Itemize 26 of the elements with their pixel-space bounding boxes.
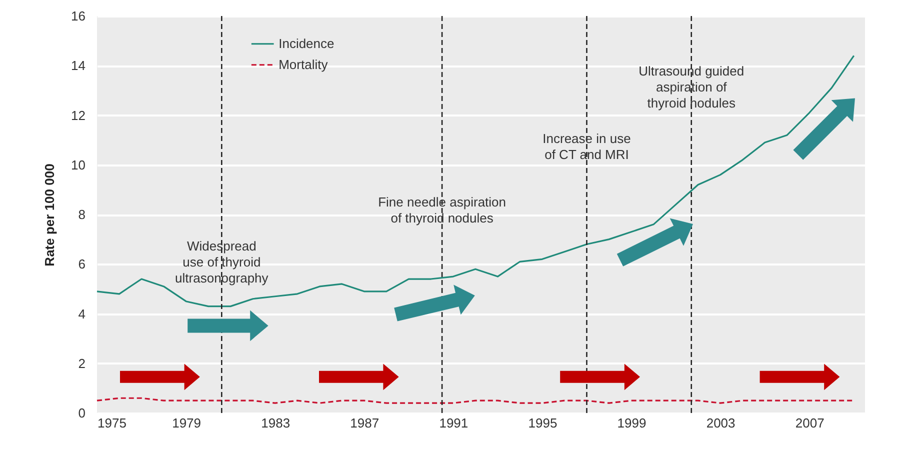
x-tick-label: 1983 — [261, 416, 290, 430]
y-tick-label: 4 — [78, 306, 86, 322]
x-tick-label: 1999 — [617, 416, 646, 430]
y-tick-label: 6 — [78, 256, 86, 272]
legend-label: Incidence — [278, 36, 334, 51]
x-tick-label: 2007 — [795, 416, 824, 430]
y-tick-label: 12 — [71, 108, 86, 123]
y-tick-label: 16 — [71, 8, 86, 24]
y-tick-label: 14 — [71, 58, 86, 74]
legend-label: Mortality — [278, 56, 328, 72]
ref-line-label: Ultrasound guided aspiration of thyroid nodules — [638, 64, 744, 111]
y-tick-label: 0 — [78, 406, 86, 420]
y-tick-label: 8 — [78, 207, 86, 222]
y-axis-title: Rate per 100 000 — [42, 164, 58, 266]
x-tick-label: 2003 — [706, 416, 736, 430]
x-tick-label: 1987 — [350, 416, 380, 430]
x-tick-label: 1975 — [98, 416, 126, 430]
y-tick-label: 2 — [78, 356, 86, 371]
ref-line-label: Increase in use of CT and MRI — [542, 131, 631, 162]
y-tick-label: 10 — [71, 157, 86, 172]
ref-line-label: Fine needle aspiration of thyroid nodules — [378, 194, 506, 226]
x-tick-label: 1995 — [528, 416, 558, 430]
x-tick-label: 1979 — [172, 416, 202, 430]
x-tick-label: 1991 — [439, 416, 468, 430]
ref-line-label: Widespread use of thyroid ultrasonography — [175, 238, 269, 286]
line-series — [96, 54, 855, 308]
